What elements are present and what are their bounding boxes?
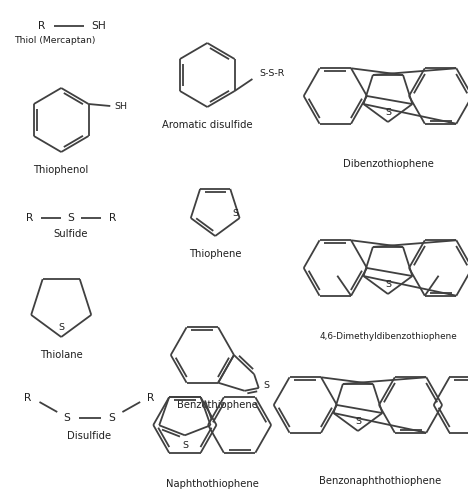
Text: Naphthothiophene: Naphthothiophene bbox=[166, 479, 259, 489]
Text: S: S bbox=[355, 416, 361, 425]
Text: R: R bbox=[26, 213, 33, 223]
Text: 4,6-Dimethyldibenzothiophene: 4,6-Dimethyldibenzothiophene bbox=[319, 332, 457, 341]
Text: Thiophenol: Thiophenol bbox=[34, 165, 89, 175]
Text: S: S bbox=[68, 213, 74, 223]
Text: Disulfide: Disulfide bbox=[67, 431, 111, 441]
Text: Benzothiophene: Benzothiophene bbox=[177, 400, 257, 410]
Text: Thiophene: Thiophene bbox=[189, 249, 241, 259]
Text: R: R bbox=[38, 21, 45, 31]
Text: R: R bbox=[147, 393, 155, 403]
Text: Aromatic disulfide: Aromatic disulfide bbox=[162, 120, 253, 130]
Text: S: S bbox=[108, 413, 115, 423]
Text: Thiolane: Thiolane bbox=[40, 350, 82, 360]
Text: SH: SH bbox=[91, 21, 106, 31]
Text: S: S bbox=[64, 413, 71, 423]
Text: R: R bbox=[109, 213, 116, 223]
Text: SH: SH bbox=[115, 102, 128, 111]
Text: Benzonaphthothiophene: Benzonaphthothiophene bbox=[319, 476, 441, 486]
Text: Dibenzothiophene: Dibenzothiophene bbox=[343, 159, 433, 169]
Text: Thiol (Mercaptan): Thiol (Mercaptan) bbox=[14, 35, 95, 44]
Text: S-S-R: S-S-R bbox=[259, 69, 285, 78]
Text: S: S bbox=[182, 441, 188, 450]
Text: S: S bbox=[385, 279, 391, 288]
Text: S: S bbox=[385, 108, 391, 117]
Text: Sulfide: Sulfide bbox=[54, 229, 88, 239]
Text: R: R bbox=[24, 393, 31, 403]
Text: S: S bbox=[264, 381, 270, 390]
Text: S: S bbox=[232, 209, 238, 218]
Text: S: S bbox=[58, 323, 64, 332]
